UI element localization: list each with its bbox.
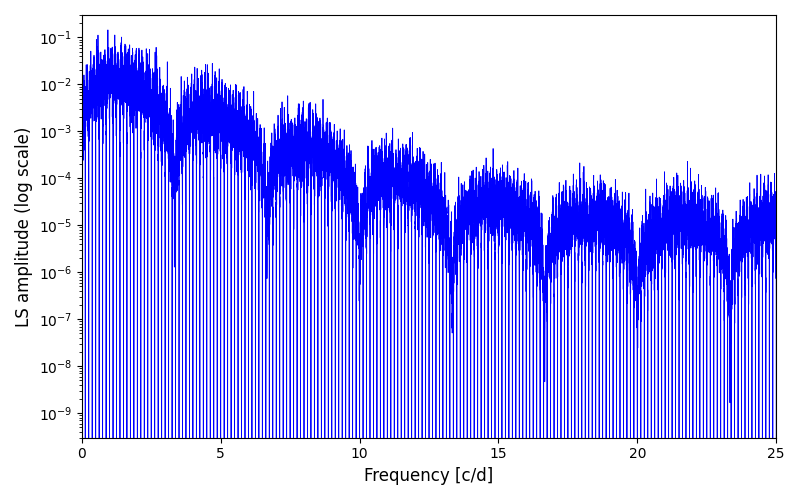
X-axis label: Frequency [c/d]: Frequency [c/d] <box>364 467 494 485</box>
Y-axis label: LS amplitude (log scale): LS amplitude (log scale) <box>15 126 33 326</box>
